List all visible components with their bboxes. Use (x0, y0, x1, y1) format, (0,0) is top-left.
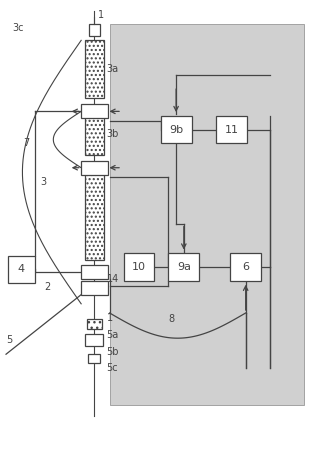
Bar (87, 319, 102, 329)
Text: 8: 8 (168, 314, 174, 325)
Bar (81, 281, 108, 295)
Bar (88, 354, 100, 363)
Bar (161, 116, 192, 143)
Bar (89, 24, 100, 36)
Text: 4: 4 (18, 265, 25, 274)
Text: 5a: 5a (106, 330, 119, 340)
Bar (168, 254, 199, 281)
Text: 10: 10 (132, 262, 146, 272)
Text: 3c: 3c (13, 24, 24, 34)
Bar (81, 105, 108, 118)
Text: 5: 5 (6, 335, 12, 345)
Text: 5b: 5b (106, 347, 119, 357)
Text: 9a: 9a (177, 262, 191, 272)
Text: 3a: 3a (106, 64, 119, 74)
Text: 9b: 9b (169, 124, 183, 135)
Text: 2: 2 (45, 282, 51, 292)
Text: 6: 6 (242, 262, 249, 272)
Text: 1: 1 (98, 10, 104, 20)
Text: 3b: 3b (106, 129, 119, 139)
Bar (85, 169, 104, 260)
Text: 7: 7 (23, 138, 29, 148)
Text: 3: 3 (40, 177, 46, 187)
Text: 14: 14 (106, 274, 119, 284)
Bar (85, 114, 104, 155)
Bar (81, 161, 108, 175)
Bar (216, 116, 247, 143)
Text: 11: 11 (225, 124, 239, 135)
Bar (124, 254, 154, 281)
Bar (110, 24, 305, 405)
Bar (7, 256, 35, 283)
Bar (230, 254, 261, 281)
Text: 1: 1 (106, 313, 113, 324)
Bar (81, 265, 108, 278)
Bar (85, 334, 104, 346)
Bar (85, 41, 104, 98)
Text: 5c: 5c (106, 363, 118, 373)
